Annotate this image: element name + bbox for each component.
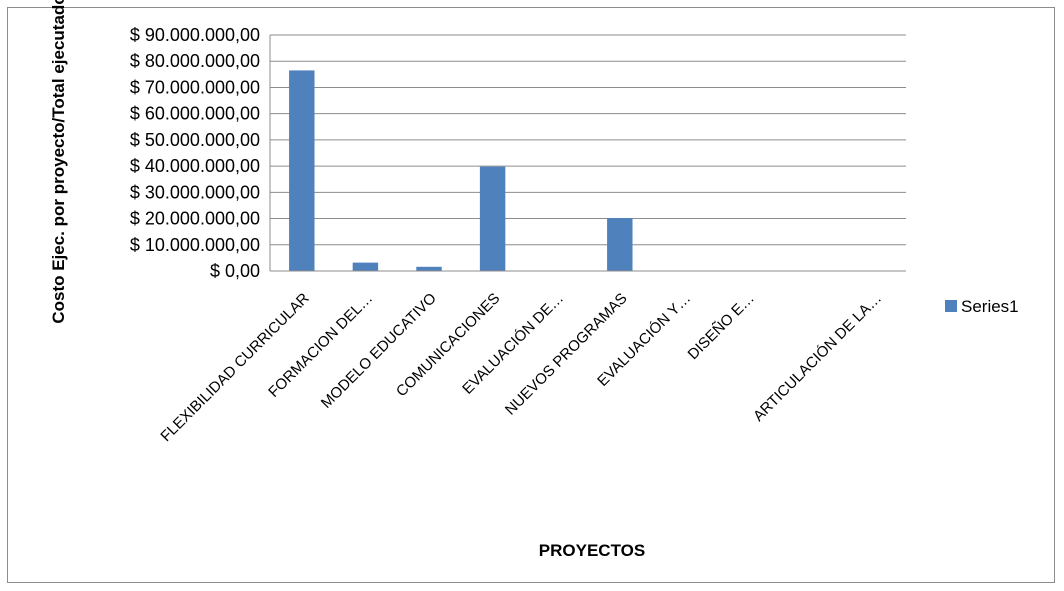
y-tick-label: $ 10.000.000,00	[130, 235, 260, 255]
bars	[289, 70, 633, 272]
y-tick-label: $ 80.000.000,00	[130, 51, 260, 71]
x-category-label: ARTICULACIÓN DE LA…	[750, 290, 885, 425]
x-axis-title: PROYECTOS	[539, 541, 645, 560]
bar-1	[289, 70, 315, 272]
x-category-label: MODELO EDUCATIVO	[318, 290, 440, 412]
y-tick-label: $ 70.000.000,00	[130, 77, 260, 97]
bar-2	[352, 262, 379, 271]
x-category-label: FORMACION DEL…	[265, 290, 376, 401]
gridlines	[270, 34, 906, 272]
bar-3	[416, 266, 442, 271]
y-tick-label: $ 20.000.000,00	[130, 209, 260, 229]
y-tick-label: $ 30.000.000,00	[130, 182, 260, 202]
x-category-label: COMUNICACIONES	[393, 290, 503, 400]
legend-label-series1: Series1	[961, 297, 1019, 316]
legend: Series1	[945, 297, 1019, 316]
legend-swatch-series1	[945, 300, 957, 312]
x-category-label: NUEVOS PROGRAMAS	[502, 290, 631, 419]
y-tick-label: $ 60.000.000,00	[130, 104, 260, 124]
y-tick-label: $ 0,00	[210, 261, 260, 281]
bar-6	[607, 218, 633, 271]
y-axis-title: Costo Ejec. por proyecto/Total ejecutado	[49, 0, 68, 324]
chart-frame	[7, 7, 1055, 583]
y-axis-tick-labels: $ 0,00 $ 10.000.000,00 $ 20.000.000,00 $ 30…	[130, 25, 260, 281]
y-tick-label: $ 90.000.000,00	[130, 25, 260, 45]
y-tick-label: $ 40.000.000,00	[130, 156, 260, 176]
bar-4	[479, 166, 506, 271]
y-tick-label: $ 50.000.000,00	[130, 130, 260, 150]
x-category-label: DISEÑO E…	[685, 290, 758, 363]
